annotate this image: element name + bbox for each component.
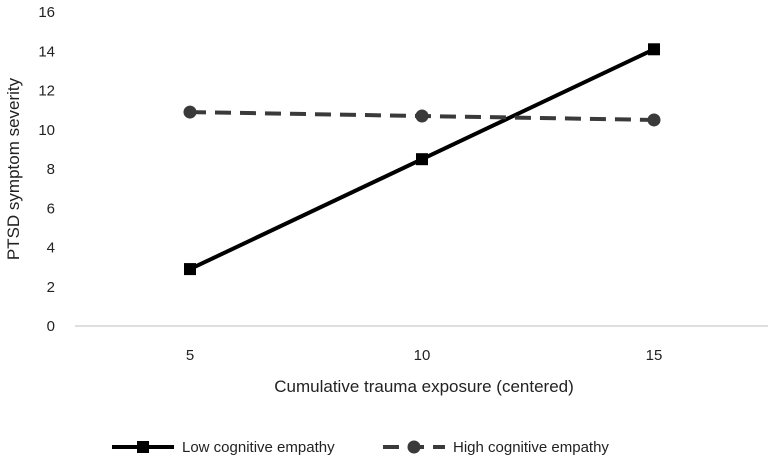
data-point: [184, 263, 196, 276]
x-tick-label: 10: [414, 347, 431, 364]
series-layer: [183, 43, 661, 276]
y-tick-label: 10: [38, 122, 55, 139]
y-tick-label: 4: [47, 240, 55, 257]
y-axis-label: PTSD symptom severity: [4, 77, 23, 260]
x-tick-label: 5: [186, 347, 194, 364]
legend-marker: [407, 440, 421, 454]
x-tick-label: 15: [646, 347, 663, 364]
legend: Low cognitive empathy High cognitive empa…: [112, 439, 609, 456]
series-low-cognitive-empathy: [184, 43, 660, 276]
legend-item: Low cognitive empathy: [112, 439, 335, 456]
series-high-cognitive-empathy: [183, 105, 661, 127]
y-axis-ticks: 0 2 4 6 8 10 12 14 16: [38, 4, 55, 335]
x-axis-ticks: 5 10 15: [186, 347, 663, 364]
legend-label: Low cognitive empathy: [182, 439, 335, 456]
legend-label: High cognitive empathy: [453, 439, 609, 456]
data-point: [415, 109, 429, 123]
data-point: [183, 105, 197, 119]
y-tick-label: 12: [38, 83, 55, 100]
y-tick-label: 16: [38, 4, 55, 21]
y-tick-label: 14: [38, 43, 55, 60]
data-point: [648, 43, 660, 56]
y-tick-label: 2: [47, 279, 55, 296]
data-point: [416, 153, 428, 166]
legend-item: High cognitive empathy: [383, 439, 609, 456]
y-tick-label: 6: [47, 200, 55, 217]
y-tick-label: 0: [47, 318, 55, 335]
y-tick-label: 8: [47, 161, 55, 178]
x-axis-label: Cumulative trauma exposure (centered): [274, 377, 574, 396]
data-point: [647, 113, 661, 127]
legend-marker: [137, 441, 149, 453]
